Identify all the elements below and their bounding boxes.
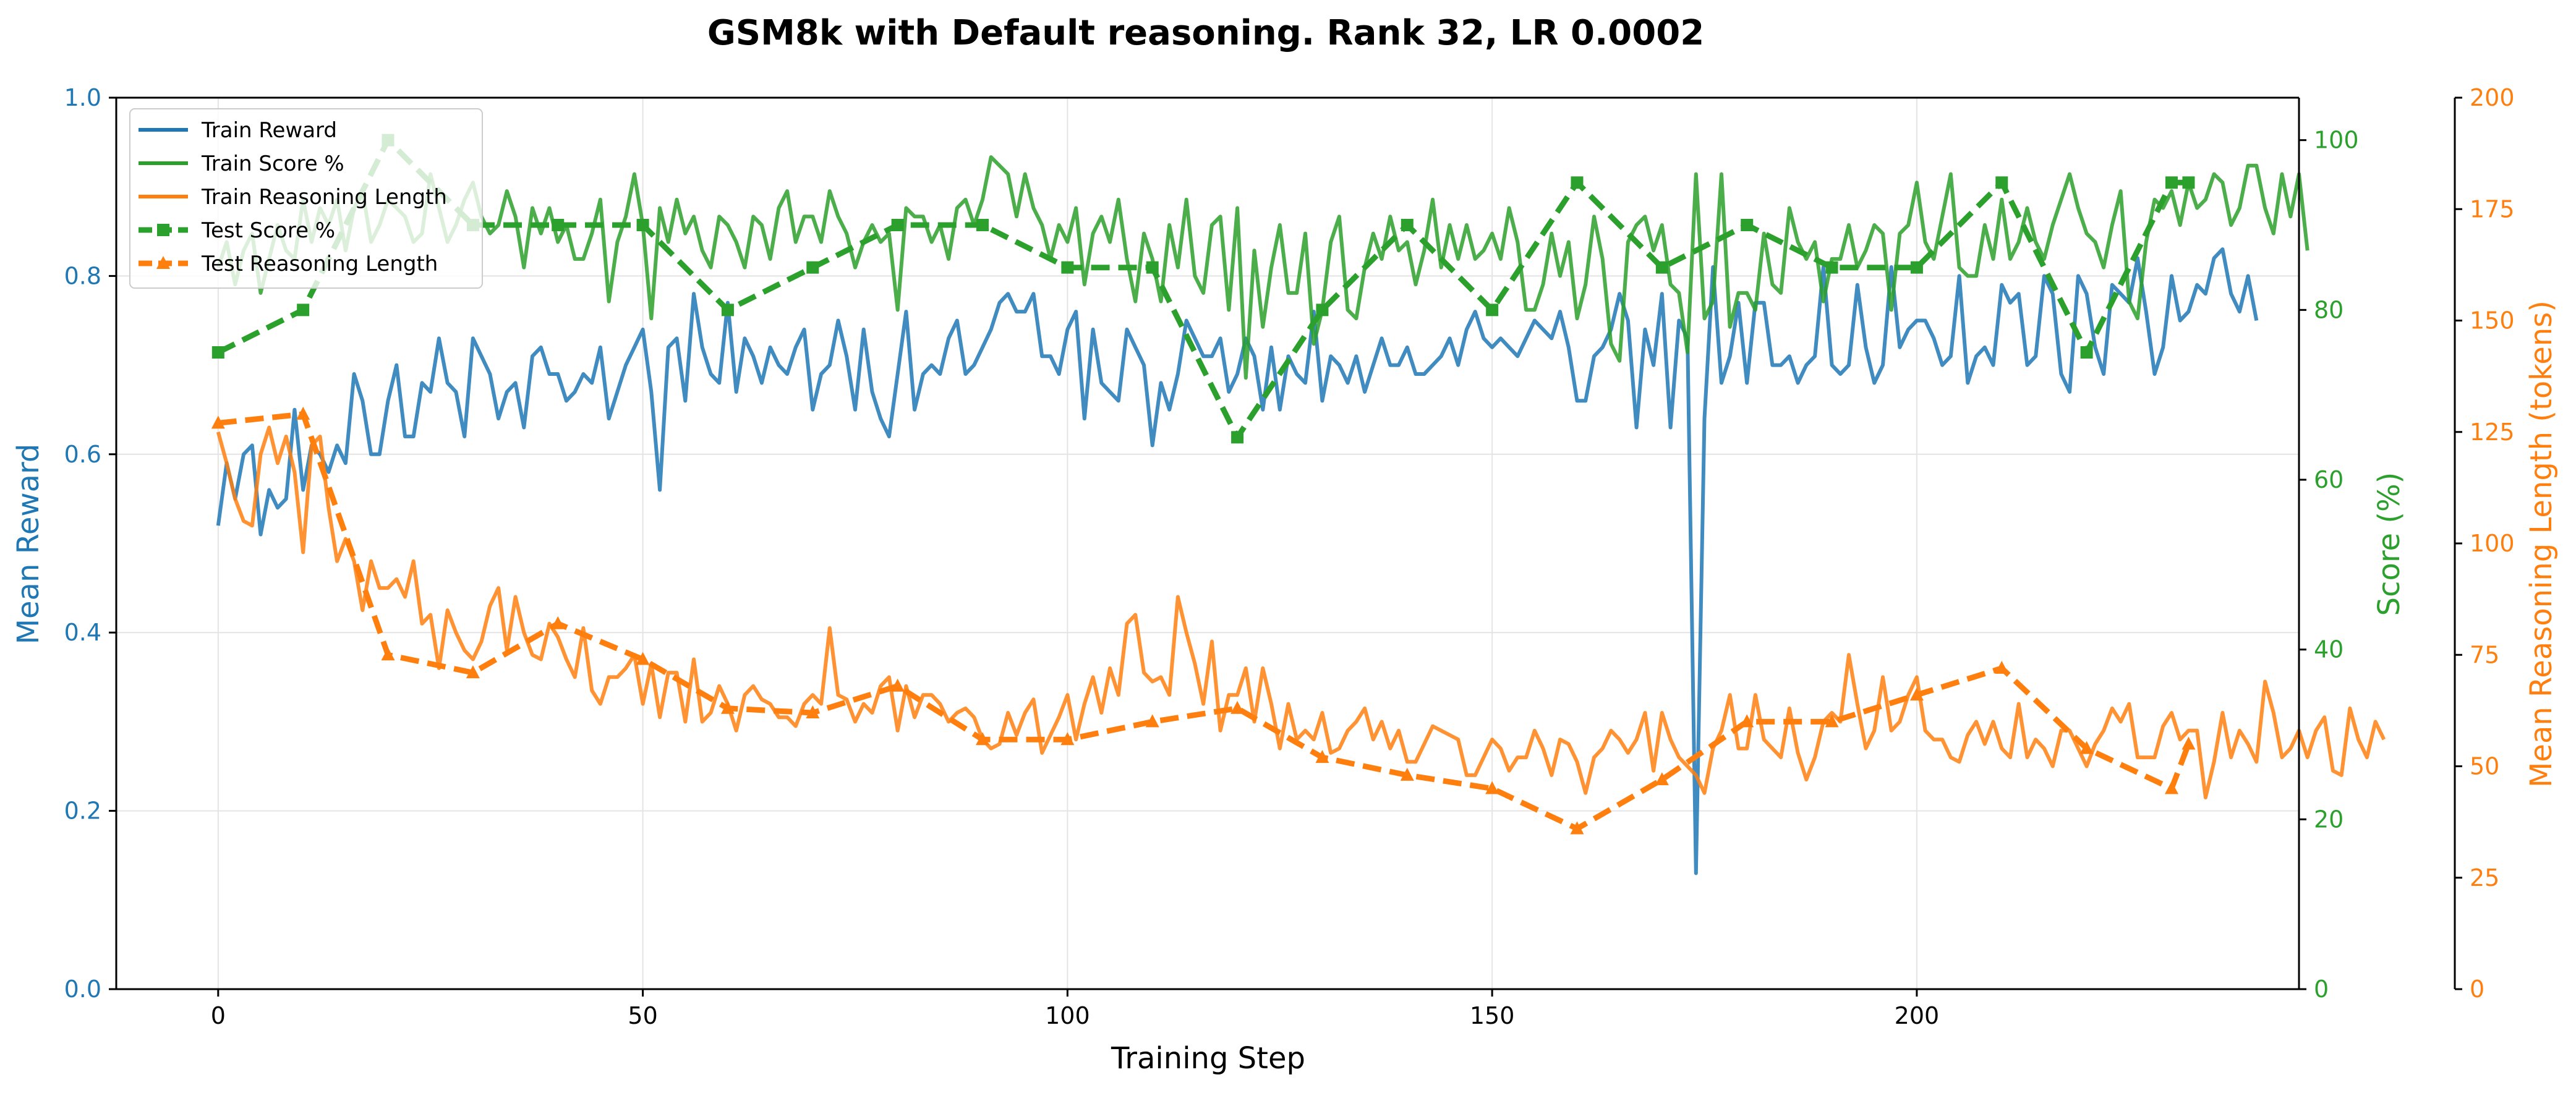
y-score-axis-title: Score (%) xyxy=(2372,472,2407,616)
y-score-tick-label: 40 xyxy=(2314,636,2344,663)
y-length-tick-label: 50 xyxy=(2470,753,2499,780)
series-point xyxy=(296,406,310,420)
y-length-tick-label: 125 xyxy=(2470,419,2515,446)
y-score-tick-label: 80 xyxy=(2314,296,2344,323)
series-point xyxy=(551,616,565,629)
series-point xyxy=(636,652,650,665)
y-length-tick-label: 75 xyxy=(2470,641,2499,668)
series-point xyxy=(1400,767,1414,781)
series-line-0 xyxy=(216,247,2259,875)
series-point xyxy=(297,304,310,317)
x-tick-label: 0 xyxy=(211,1002,226,1029)
series-point xyxy=(890,678,905,692)
series-point xyxy=(1231,431,1244,444)
y-length-tick-label: 0 xyxy=(2470,976,2484,1003)
axes-layer: 0 50 100 150 200 0.0 0.2 0.4 0.6 0.8 1.0 0 20 40 60 80 1… xyxy=(64,84,2515,1029)
y-score-tick-label: 100 xyxy=(2314,127,2359,154)
series-point xyxy=(976,219,989,231)
y-length-axis-title: Mean Reasoning Length (tokens) xyxy=(2524,300,2559,788)
x-tick-label: 200 xyxy=(1895,1002,1940,1029)
series-point xyxy=(1741,219,1754,231)
y-length-tick-label: 25 xyxy=(2470,864,2499,891)
series-point xyxy=(381,647,395,661)
legend-label: Train Reward xyxy=(201,118,337,143)
series-point xyxy=(1825,714,1839,728)
legend-label: Test Reasoning Length xyxy=(201,252,438,276)
series-point xyxy=(1995,660,2009,674)
y-left-tick-label: 0.6 xyxy=(64,441,101,468)
y-length-tick-label: 100 xyxy=(2470,530,2515,557)
series-point xyxy=(1486,304,1499,317)
y-left-axis-title: Mean Reward xyxy=(11,444,46,645)
y-length-tick-label: 150 xyxy=(2470,307,2515,334)
y-left-tick-label: 1.0 xyxy=(64,84,101,111)
series-point xyxy=(806,705,820,718)
series-line-2 xyxy=(216,425,2386,799)
series-point xyxy=(806,261,819,274)
series-point xyxy=(2164,781,2178,794)
series-point xyxy=(2079,741,2094,754)
series-point xyxy=(636,219,649,231)
series-point xyxy=(976,732,990,746)
x-axis-title: Training Step xyxy=(1111,1041,1305,1076)
series-point xyxy=(1909,687,1924,701)
series-point xyxy=(211,415,225,429)
y-length-tick-label: 200 xyxy=(2470,84,2515,111)
y-score-tick-label: 20 xyxy=(2314,806,2344,833)
series-point xyxy=(1401,219,1414,231)
series-point xyxy=(2080,346,2093,359)
y-score-tick-label: 0 xyxy=(2314,976,2329,1003)
y-left-tick-label: 0.8 xyxy=(64,262,101,289)
y-score-tick-label: 60 xyxy=(2314,466,2344,493)
series-point xyxy=(552,219,565,231)
x-tick-label: 150 xyxy=(1470,1002,1515,1029)
series-point xyxy=(1571,176,1584,189)
series-point xyxy=(2181,736,2196,750)
y-left-tick-label: 0.0 xyxy=(64,976,101,1003)
series-point xyxy=(1060,732,1075,746)
legend-swatch-marker xyxy=(157,224,169,236)
y-length-tick-label: 175 xyxy=(2470,195,2515,223)
series-point xyxy=(1655,261,1668,274)
legend-label: Train Score % xyxy=(201,151,344,176)
series-point xyxy=(1825,261,1838,274)
series-point xyxy=(891,219,904,231)
legend-swatch-marker xyxy=(156,256,170,269)
series-point xyxy=(1145,714,1159,728)
series-point xyxy=(1995,176,2008,189)
series-point xyxy=(1230,700,1245,714)
chart-title: GSM8k with Default reasoning. Rank 32, L… xyxy=(707,13,1704,53)
series-point xyxy=(721,304,734,317)
y-left-tick-label: 0.2 xyxy=(64,797,101,825)
series-point xyxy=(466,665,480,679)
series-point xyxy=(211,346,224,359)
x-tick-label: 50 xyxy=(628,1002,657,1029)
series-point xyxy=(2182,176,2195,189)
series-point xyxy=(1315,750,1329,763)
y-left-tick-label: 0.4 xyxy=(64,619,101,646)
series-point xyxy=(1910,261,1923,274)
series-point xyxy=(1061,261,1074,274)
series-point xyxy=(1316,304,1329,317)
series-point xyxy=(1146,261,1159,274)
x-tick-label: 100 xyxy=(1045,1002,1090,1029)
legend: Train Reward Train Score % Train Reasoning… xyxy=(129,108,483,289)
series-point xyxy=(1655,772,1669,786)
series-point xyxy=(2165,176,2178,189)
legend-label: Train Reasoning Length xyxy=(201,185,447,210)
series-point xyxy=(1485,781,1499,794)
legend-box xyxy=(129,108,483,289)
series-point xyxy=(720,700,735,714)
series-point xyxy=(1570,821,1584,835)
series-point xyxy=(1740,714,1754,728)
legend-label: Test Score % xyxy=(201,218,335,243)
